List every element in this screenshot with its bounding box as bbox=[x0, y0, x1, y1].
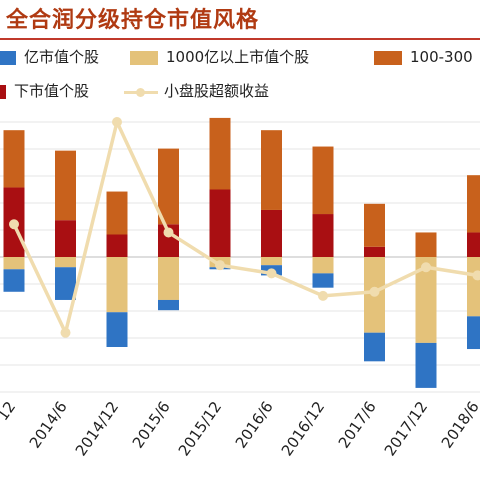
bar-segment bbox=[158, 299, 179, 311]
bar-segment bbox=[106, 257, 128, 313]
bar-segment bbox=[415, 257, 437, 343]
line-point bbox=[472, 270, 480, 281]
legend-item-orange: 100-300 bbox=[374, 46, 473, 68]
line-point bbox=[421, 262, 431, 273]
bar-segment bbox=[3, 257, 25, 270]
legend-item-red: 下市值个股 bbox=[0, 80, 89, 102]
legend-label: 亿市值个股 bbox=[24, 48, 100, 66]
x-tick-label: 2014/6 bbox=[26, 398, 71, 452]
line-point bbox=[215, 260, 225, 271]
bar-segment bbox=[55, 150, 76, 221]
bar-segment bbox=[364, 203, 385, 247]
legend-swatch bbox=[130, 50, 158, 65]
bar-segment bbox=[106, 191, 128, 235]
line-path bbox=[12, 116, 478, 338]
bar-group bbox=[3, 117, 480, 388]
legend-item-blue: 亿市值个股 bbox=[0, 46, 99, 68]
line-point bbox=[163, 227, 174, 238]
line-point bbox=[112, 117, 122, 127]
legend-label: 下市值个股 bbox=[14, 82, 90, 100]
bar-segment bbox=[312, 257, 334, 274]
bar-segment bbox=[364, 332, 385, 362]
legend-label: 小盘股超额收益 bbox=[164, 82, 270, 100]
grid-lines bbox=[0, 121, 480, 393]
bar-segment bbox=[106, 234, 128, 257]
x-tick-label: 2017/12 bbox=[381, 398, 431, 459]
legend-item-tan: 1000亿以上市值个股 bbox=[130, 46, 309, 68]
x-tick-label: 2014/12 bbox=[72, 398, 122, 459]
bar-segment bbox=[3, 269, 25, 292]
bar-segment bbox=[467, 175, 480, 233]
line-point bbox=[60, 327, 71, 338]
bar-segment bbox=[312, 146, 334, 215]
bar-segment bbox=[312, 273, 334, 288]
line-point bbox=[318, 290, 328, 301]
bar-segment bbox=[415, 232, 437, 257]
chart-title: 全合润分级持仓市值风格 bbox=[6, 8, 260, 33]
line-point bbox=[9, 219, 19, 230]
bar-segment bbox=[158, 224, 179, 257]
x-tick-label: 2015/6 bbox=[129, 398, 174, 452]
x-tick-label: 12 bbox=[0, 398, 19, 424]
title-bar: 全合润分级持仓市值风格 bbox=[0, 0, 480, 40]
bar-segment bbox=[261, 130, 282, 210]
legend-swatch bbox=[374, 50, 402, 65]
bar-segment bbox=[209, 189, 231, 257]
title-divider bbox=[0, 38, 480, 40]
line-point bbox=[369, 286, 380, 297]
legend-label: 100-300 bbox=[410, 48, 473, 66]
legend-label: 1000亿以上市值个股 bbox=[166, 48, 310, 66]
legend-item-line: 小盘股超额收益 bbox=[124, 80, 269, 102]
line-point bbox=[266, 268, 277, 279]
bar-segment bbox=[467, 257, 480, 317]
bar-segment bbox=[415, 342, 437, 388]
bar-segment bbox=[106, 312, 128, 347]
bar-segment bbox=[158, 257, 179, 300]
legend-swatch bbox=[0, 50, 16, 65]
bar-segment bbox=[55, 267, 76, 300]
legend-swatch bbox=[0, 84, 6, 99]
x-axis-ticks: 12 2014/6 2014/12 2015/6 2015/12 2016/6 2016/1… bbox=[0, 398, 480, 459]
bar-segment bbox=[261, 257, 282, 266]
bar-segment bbox=[467, 232, 480, 257]
bar-segment bbox=[55, 220, 76, 257]
bar-segment bbox=[158, 148, 179, 225]
line-series bbox=[9, 116, 480, 338]
x-tick-label: 2015/12 bbox=[175, 398, 225, 459]
bar-segment bbox=[261, 209, 282, 257]
bar-segment bbox=[364, 246, 385, 257]
legend-line-swatch bbox=[124, 85, 158, 99]
bar-segment bbox=[3, 130, 25, 188]
bar-segment bbox=[55, 257, 76, 268]
x-tick-label: 2018/6 bbox=[438, 398, 480, 452]
bar-segment bbox=[209, 117, 231, 190]
chart-legend: 亿市值个股 1000亿以上市值个股 100-300 下市值个股 小盘股超额收益 bbox=[0, 46, 480, 106]
bar-segment bbox=[467, 316, 480, 350]
bar-segment bbox=[312, 214, 334, 257]
x-tick-label: 2016/12 bbox=[278, 398, 328, 459]
x-tick-label: 2017/6 bbox=[335, 398, 380, 452]
x-tick-label: 2016/6 bbox=[232, 398, 277, 452]
